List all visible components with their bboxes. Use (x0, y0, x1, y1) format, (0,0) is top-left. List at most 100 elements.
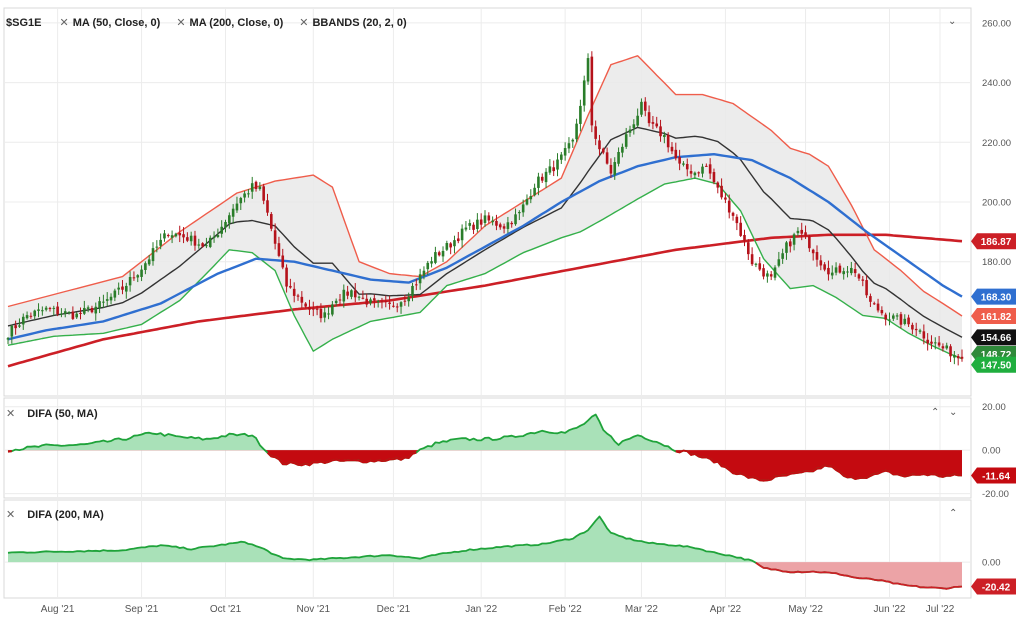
candle-body (758, 263, 762, 270)
remove-study-icon[interactable]: ✕ (59, 17, 69, 29)
study-label-bbands[interactable]: BBANDS (20, 2, 0) (312, 16, 407, 29)
chevron-down-icon[interactable]: ⌄ (949, 407, 958, 418)
candle-body (296, 295, 300, 297)
candle-body (434, 252, 437, 263)
candle-body (937, 342, 941, 346)
candle-body (71, 311, 75, 319)
tag-ma50-box (971, 288, 1016, 305)
remove-panel-icon[interactable]: ✕ (6, 408, 16, 420)
candle-body (395, 306, 399, 308)
candle-body (567, 143, 571, 149)
candle-body (544, 171, 548, 183)
y-tick-label: 220.00 (982, 138, 1011, 149)
candle-body (872, 303, 876, 305)
candle-body (777, 259, 781, 266)
candle-body (693, 172, 697, 176)
candle-body (563, 148, 567, 156)
difa50-label[interactable]: DIFA (50, MA) (27, 407, 98, 420)
ma200-line (7, 233, 963, 368)
candle-body (121, 286, 124, 290)
difa200-label[interactable]: DIFA (200, MA) (27, 508, 104, 521)
candle-body (617, 152, 620, 164)
candle-body (376, 300, 380, 302)
candle-body (922, 331, 926, 339)
remove-panel-icon[interactable]: ✕ (6, 509, 16, 521)
candle-body (823, 264, 826, 270)
candle-body (399, 302, 403, 307)
candle-body (479, 219, 483, 225)
candle-body (453, 240, 456, 247)
candle-body (418, 274, 422, 284)
candle-body (159, 239, 162, 246)
tag-close-box (971, 356, 1016, 373)
candle-body (178, 232, 182, 236)
candle-body (468, 223, 472, 226)
candle-body (552, 167, 555, 172)
candle-body (674, 149, 678, 159)
candle-body (945, 345, 949, 349)
chevron-up-icon[interactable]: ⌃ (949, 508, 958, 519)
remove-study-icon[interactable]: ✕ (299, 17, 309, 29)
candle-body (273, 230, 277, 244)
candle-body (109, 296, 113, 301)
candle-body (163, 233, 166, 239)
candle-body (605, 152, 609, 164)
tag-close: 147.50 (971, 356, 1016, 373)
candle-body (361, 297, 365, 299)
candle-body (94, 306, 98, 314)
candle-body (609, 164, 613, 174)
candle-body (754, 263, 758, 265)
candle-body (876, 303, 880, 311)
candle-body (666, 134, 670, 148)
candle-body (956, 356, 960, 359)
candle-body (128, 276, 132, 286)
candle-body (113, 290, 117, 298)
candle-body (678, 157, 681, 164)
tag-ma200-text: 186.87 (981, 237, 1012, 248)
tag-ma50-text: 168.30 (981, 292, 1012, 303)
candle-body (548, 166, 552, 173)
difa200-positive-area (8, 516, 962, 563)
candle-body (422, 270, 426, 276)
symbol-label[interactable]: $SG1E (6, 16, 42, 29)
candle-body (663, 134, 666, 138)
tag-difa200-box (971, 578, 1016, 595)
tag-close-text: 147.50 (981, 360, 1012, 371)
candle-body (911, 324, 914, 330)
y-tick-label: 200.00 (982, 198, 1011, 209)
difa200-negative-area (8, 562, 962, 589)
candle-body (762, 268, 765, 277)
chevron-down-icon[interactable]: ⌄ (948, 16, 957, 27)
bollinger-band-fill-layer (8, 55, 962, 359)
candle-body (83, 307, 86, 314)
candle-body (460, 228, 464, 241)
candle-body (277, 243, 281, 256)
candle-body (373, 298, 376, 301)
difa50-panel-header: ✕ DIFA (50, MA) (6, 407, 98, 421)
candle-body (510, 222, 514, 225)
x-tick-label: Apr '22 (710, 604, 742, 615)
candle-body (411, 285, 414, 296)
candle-body (960, 356, 964, 359)
candle-body (502, 226, 506, 229)
chevron-up-icon[interactable]: ⌃ (931, 407, 940, 418)
candle-body (357, 296, 361, 298)
candle-body (842, 271, 846, 275)
tag-bb-middle: 154.66 (971, 329, 1016, 346)
candle-body (498, 224, 502, 228)
remove-study-icon[interactable]: ✕ (176, 17, 186, 29)
candle-body (869, 296, 872, 302)
candle-body (331, 304, 334, 315)
candle-body (495, 220, 498, 226)
candle-body (304, 303, 307, 307)
candle-body (281, 255, 285, 268)
study-label-ma50[interactable]: MA (50, Close, 0) (72, 16, 161, 29)
candle-body (884, 314, 887, 320)
candle-body (37, 309, 40, 311)
candle-body (926, 339, 929, 344)
study-label-ma200[interactable]: MA (200, Close, 0) (189, 16, 284, 29)
tag-difa50: -11.64 (971, 467, 1016, 484)
tag-difa50-box (971, 467, 1016, 484)
candle-body (216, 235, 220, 237)
